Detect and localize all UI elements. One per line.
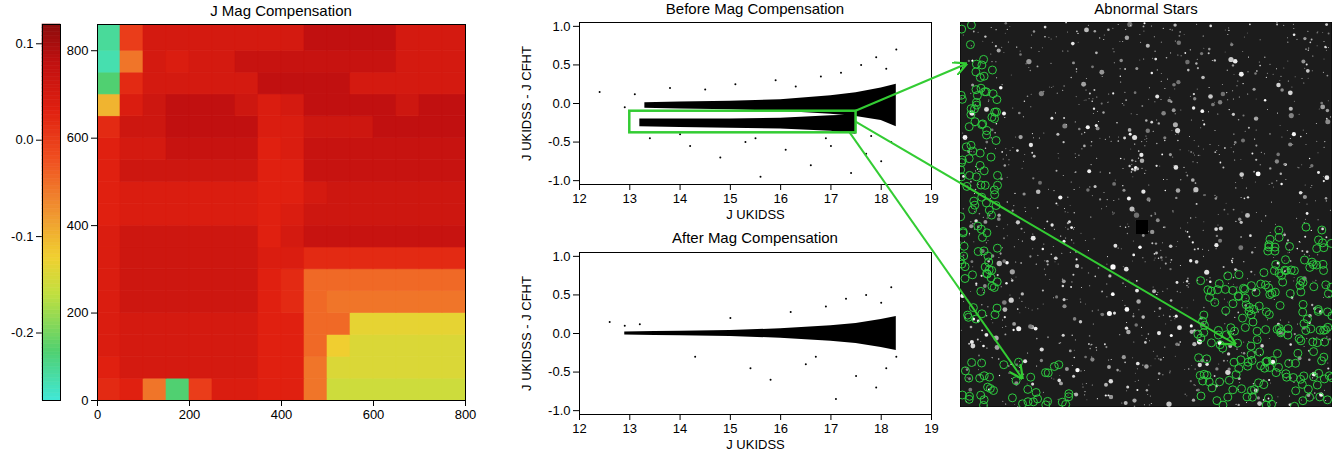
svg-text:-1.0: -1.0	[548, 173, 570, 188]
svg-text:0: 0	[81, 393, 88, 408]
svg-text:-0.2: -0.2	[11, 325, 33, 340]
html-text:Abnormal Stars: Abnormal Stars	[1094, 0, 1198, 17]
svg-text:0: 0	[94, 407, 101, 422]
svg-text:16: 16	[773, 421, 787, 436]
svg-text:13: 13	[623, 421, 637, 436]
svg-text:800: 800	[455, 407, 477, 422]
svg-text:18: 18	[874, 191, 888, 206]
svg-text:J UKIDSS: J UKIDSS	[726, 207, 785, 222]
svg-text:1.0: 1.0	[552, 249, 570, 264]
svg-text:17: 17	[824, 191, 838, 206]
svg-text:-0.5: -0.5	[548, 134, 570, 149]
svg-text:-0.5: -0.5	[548, 364, 570, 379]
svg-text:18: 18	[874, 421, 888, 436]
svg-text:1.0: 1.0	[552, 19, 570, 34]
svg-text:600: 600	[363, 407, 385, 422]
svg-text:19: 19	[924, 421, 938, 436]
svg-text:0.5: 0.5	[552, 57, 570, 72]
svg-text:800: 800	[67, 43, 89, 58]
svg-text:J UKIDSS - J CFHT: J UKIDSS - J CFHT	[519, 46, 534, 161]
svg-text:19: 19	[924, 191, 938, 206]
svg-text:400: 400	[67, 218, 89, 233]
svg-text:12: 12	[572, 421, 586, 436]
svg-text:17: 17	[824, 421, 838, 436]
svg-text:400: 400	[271, 407, 293, 422]
svg-text:15: 15	[723, 191, 737, 206]
svg-text:0.0: 0.0	[552, 96, 570, 111]
html-text:Before Mag Compensation: Before Mag Compensation	[665, 0, 845, 17]
svg-text:0.0: 0.0	[552, 326, 570, 341]
html-text:J Mag Compensation: J Mag Compensation	[210, 2, 352, 19]
svg-text:16: 16	[773, 191, 787, 206]
svg-text:J UKIDSS: J UKIDSS	[726, 437, 785, 452]
svg-text:0.1: 0.1	[15, 36, 33, 51]
html-text:After Mag Compensation: After Mag Compensation	[672, 229, 838, 246]
svg-text:14: 14	[673, 421, 687, 436]
svg-text:200: 200	[67, 305, 89, 320]
svg-text:13: 13	[623, 191, 637, 206]
svg-text:0.5: 0.5	[552, 287, 570, 302]
svg-text:15: 15	[723, 421, 737, 436]
svg-text:200: 200	[179, 407, 201, 422]
svg-text:600: 600	[67, 130, 89, 145]
svg-text:-0.1: -0.1	[11, 229, 33, 244]
svg-text:-1.0: -1.0	[548, 403, 570, 418]
svg-text:12: 12	[572, 191, 586, 206]
svg-text:14: 14	[673, 191, 687, 206]
svg-text:0.0: 0.0	[15, 132, 33, 147]
svg-text:J UKIDSS - J CFHT: J UKIDSS - J CFHT	[519, 276, 534, 391]
